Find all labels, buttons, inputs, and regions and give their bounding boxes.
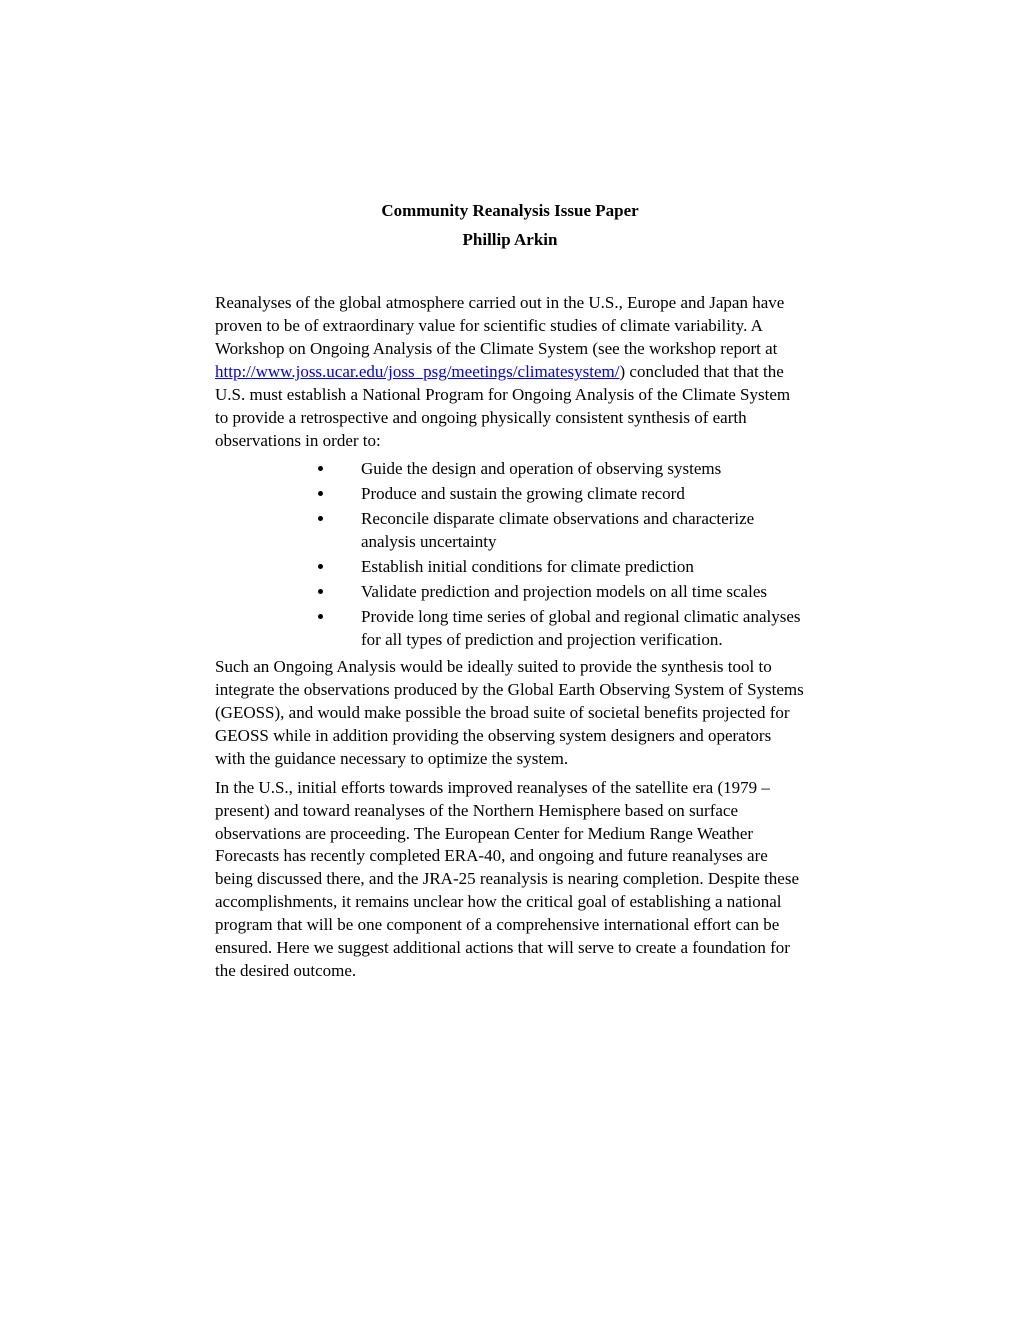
paragraph-efforts: In the U.S., initial efforts towards imp… [215,777,805,983]
workshop-link[interactable]: http://www.joss.ucar.edu/joss_psg/meetin… [215,362,620,381]
list-item: Guide the design and operation of observ… [335,458,805,481]
list-item: Reconcile disparate climate observations… [335,508,805,554]
paragraph-intro: Reanalyses of the global atmosphere carr… [215,292,805,453]
document-author: Phillip Arkin [215,229,805,252]
bullet-list: Guide the design and operation of observ… [215,458,805,652]
list-item: Produce and sustain the growing climate … [335,483,805,506]
document-page: Community Reanalysis Issue Paper Phillip… [0,0,1020,1320]
paragraph-geoss: Such an Ongoing Analysis would be ideall… [215,656,805,771]
list-item: Establish initial conditions for climate… [335,556,805,579]
para1-part1: Reanalyses of the global atmosphere carr… [215,293,784,358]
list-item: Validate prediction and projection model… [335,581,805,604]
list-item: Provide long time series of global and r… [335,606,805,652]
document-title: Community Reanalysis Issue Paper [215,200,805,223]
